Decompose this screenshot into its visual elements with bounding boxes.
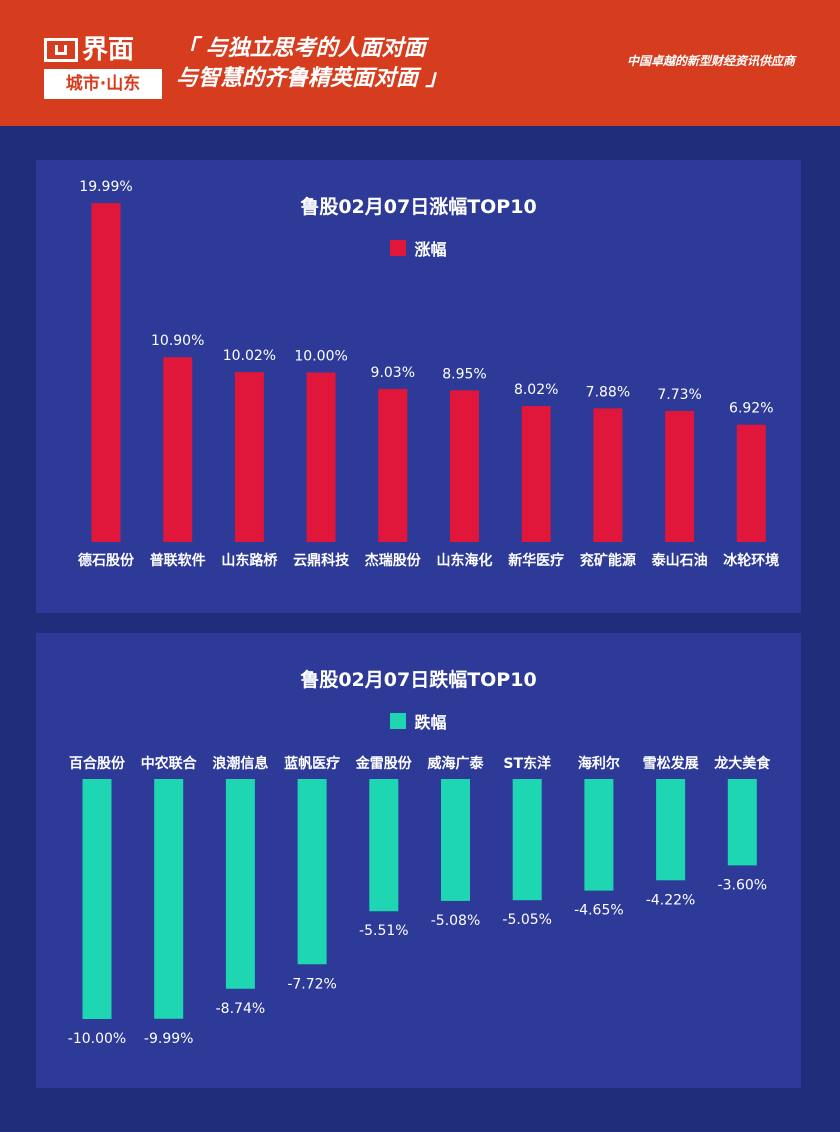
gain-bar [736,424,766,542]
gain-category-label: 新华医疗 [508,552,564,569]
loss-value-label: -7.72% [287,976,337,992]
gain-value-label: 10.00% [294,349,347,365]
brand-mark-icon [44,38,78,62]
loss-value-label: -4.65% [574,903,624,919]
gain-bar [378,388,408,542]
gain-bar [593,408,623,542]
gain-category-label: 冰轮环境 [723,552,779,569]
loss-value-label: -5.51% [359,923,409,939]
logo-top: 界面 [44,33,162,67]
gain-value-label: 7.73% [657,387,701,403]
loss-bar [297,779,327,965]
gain-category-label: 山东路桥 [221,552,278,569]
loss-bar [656,779,686,881]
loss-category-label: ST东洋 [503,755,551,772]
loss-category-label: 金雷股份 [355,755,413,772]
loss-bar [441,779,470,901]
loss-bar [584,779,614,891]
loss-bar [727,779,757,866]
gain-value-label: 8.95% [442,366,486,382]
loss-value-label: -10.00% [68,1031,126,1047]
gain-category-label: 兖矿能源 [580,552,636,569]
loss-category-label: 雪松发展 [643,755,699,772]
loss-value-label: -8.74% [216,1001,266,1017]
gain-chart-panel: 鲁股02月07日涨幅TOP10 涨幅 19.99% 德石股份 10.90% 普联软件 1… [36,160,801,613]
loss-bar [369,779,399,912]
loss-chart-title: 鲁股02月07日跌幅TOP10 [300,669,537,691]
brand-logo: 界面 城市·山东 [44,33,162,99]
loss-value-label: -4.22% [646,892,696,908]
gain-legend: 涨幅 [36,236,801,260]
header: 界面 城市·山东 「 与独立思考的人面对面 与智慧的齐鲁精英面对面 」 中国卓越… [0,0,840,126]
gain-legend-swatch [390,240,407,256]
gain-value-label: 10.90% [151,333,204,349]
gain-chart-title: 鲁股02月07日涨幅TOP10 [300,196,537,218]
gain-value-label: 10.02% [223,348,276,364]
loss-bar [154,779,184,1019]
gain-bar [521,406,551,542]
loss-bar [225,779,255,989]
loss-category-label: 百合股份 [69,755,126,772]
gain-bar [91,203,121,542]
gain-category-label: 杰瑞股份 [365,552,422,569]
loss-legend-label: 跌幅 [414,713,447,732]
gain-bar [163,357,193,542]
gain-value-label: 19.99% [79,179,132,195]
gain-bar [450,390,479,542]
gain-value-label: 6.92% [729,401,773,417]
loss-category-label: 中农联合 [141,755,198,772]
loss-value-label: -3.60% [718,877,768,893]
gain-category-label: 德石股份 [78,552,135,569]
slogan-line1: 「 与独立思考的人面对面 [176,36,426,61]
gain-category-label: 泰山石油 [651,552,708,569]
tagline: 中国卓越的新型财经资讯供应商 [626,54,795,68]
gain-chart: 19.99% 德石股份 10.90% 普联软件 10.02% 山东路桥 10.00% 云鼎科技… [78,179,779,569]
slogan-line2: 与智慧的齐鲁精英面对面 」 [176,66,448,91]
slogan: 「 与独立思考的人面对面 与智慧的齐鲁精英面对面 」 [176,34,448,94]
loss-legend: 跌幅 [36,709,801,733]
loss-bar [82,779,112,1019]
gain-value-label: 8.02% [514,382,558,398]
loss-category-label: 海利尔 [578,755,620,772]
loss-bar [512,779,542,901]
loss-category-label: 龙大美食 [713,755,771,772]
gain-bar [665,410,695,542]
brand-sub: 城市·山东 [44,69,162,99]
loss-legend-swatch [390,713,407,729]
gain-value-label: 9.03% [371,365,415,381]
gain-bar [234,372,264,542]
brand-name: 界面 [82,35,135,65]
gain-category-label: 普联软件 [150,552,206,569]
loss-chart: -10.00% 百合股份 -9.99% 中农联合 -8.74% 浪潮信息 -7.72% 蓝帆医… [68,755,772,1047]
gain-category-label: 山东海化 [437,552,493,569]
gain-category-label: 云鼎科技 [293,552,350,569]
loss-chart-panel: 鲁股02月07日跌幅TOP10 跌幅 -10.00% 百合股份 -9.99% 中农联合… [36,633,801,1088]
loss-category-label: 蓝帆医疗 [284,755,340,772]
loss-value-label: -5.05% [502,912,552,928]
loss-value-label: -5.08% [431,913,481,929]
gain-value-label: 7.88% [586,384,630,400]
loss-category-label: 威海广泰 [428,755,485,772]
loss-category-label: 浪潮信息 [212,755,268,772]
gain-bar [306,372,336,542]
loss-value-label: -9.99% [144,1031,194,1047]
gain-legend-label: 涨幅 [414,240,447,259]
